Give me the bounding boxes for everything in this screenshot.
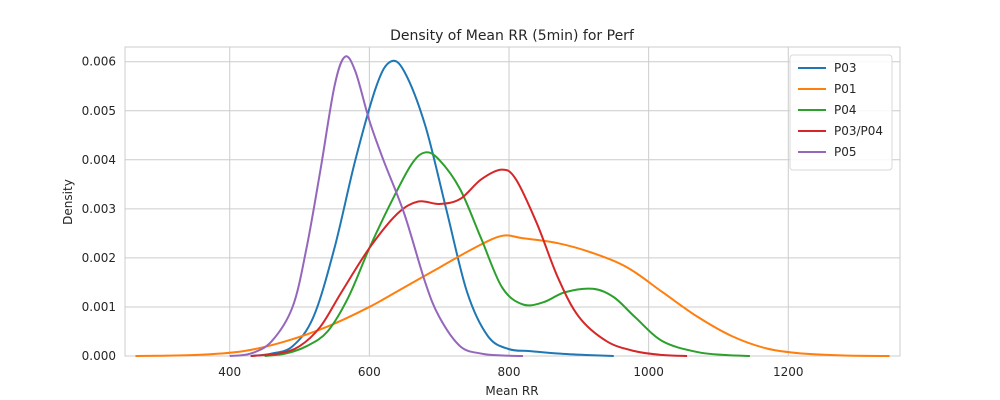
series-line-p04 [264, 151, 750, 357]
legend-box [789, 54, 893, 171]
x-axis-ticks: 400 600 800 1000 1200 [218, 365, 803, 379]
series-line-p01 [135, 234, 890, 357]
x-axis-label: Mean RR [485, 384, 538, 398]
y-tick-label: 0.004 [82, 153, 116, 167]
legend-label: P03 [834, 61, 857, 75]
y-axis-label: Density [61, 179, 75, 225]
legend-label: P04 [834, 103, 857, 117]
x-tick-label: 600 [358, 365, 381, 379]
y-tick-label: 0.003 [82, 202, 116, 216]
grid-lines [125, 47, 900, 356]
x-tick-label: 1000 [633, 365, 664, 379]
y-tick-label: 0.000 [82, 349, 116, 363]
legend-label: P05 [834, 145, 857, 159]
legend-label: P01 [834, 82, 857, 96]
y-tick-label: 0.002 [82, 251, 116, 265]
series-layer [135, 55, 890, 357]
series-line-p05 [229, 55, 523, 357]
y-tick-label: 0.001 [82, 300, 116, 314]
legend: P03 P01 P04 P03/P04 P05 [789, 54, 893, 171]
y-axis-ticks: 0.000 0.001 0.002 0.003 0.004 0.005 0.006 [82, 55, 116, 363]
series-line-p03 [250, 59, 614, 357]
series-line-p03-p04 [250, 168, 688, 357]
y-tick-label: 0.006 [82, 55, 116, 69]
legend-label: P03/P04 [834, 124, 883, 138]
plot-area [124, 46, 901, 357]
x-tick-label: 1200 [773, 365, 804, 379]
y-tick-label: 0.005 [82, 104, 116, 118]
x-tick-label: 800 [498, 365, 521, 379]
chart-title: Density of Mean RR (5min) for Perf [390, 28, 635, 44]
x-tick-label: 400 [218, 365, 241, 379]
